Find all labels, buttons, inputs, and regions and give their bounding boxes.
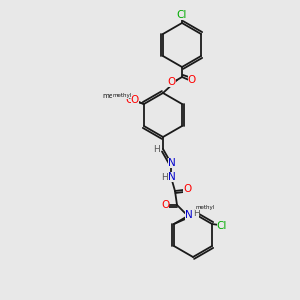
- Text: O: O: [188, 75, 196, 85]
- Text: methyl: methyl: [112, 92, 132, 98]
- Text: N: N: [168, 158, 176, 168]
- Text: O: O: [183, 184, 191, 194]
- Text: N: N: [168, 172, 176, 182]
- Text: methoxy: methoxy: [103, 93, 133, 99]
- Text: methyl: methyl: [195, 205, 214, 209]
- Text: Cl: Cl: [217, 221, 227, 231]
- Text: N: N: [185, 210, 193, 220]
- Text: Cl: Cl: [177, 10, 187, 20]
- Text: O: O: [168, 77, 176, 87]
- Text: H: H: [193, 208, 200, 217]
- Text: O: O: [131, 95, 139, 105]
- Text: H: H: [154, 146, 160, 154]
- Text: H: H: [162, 172, 168, 182]
- Text: O: O: [161, 200, 169, 210]
- Text: O: O: [126, 95, 134, 105]
